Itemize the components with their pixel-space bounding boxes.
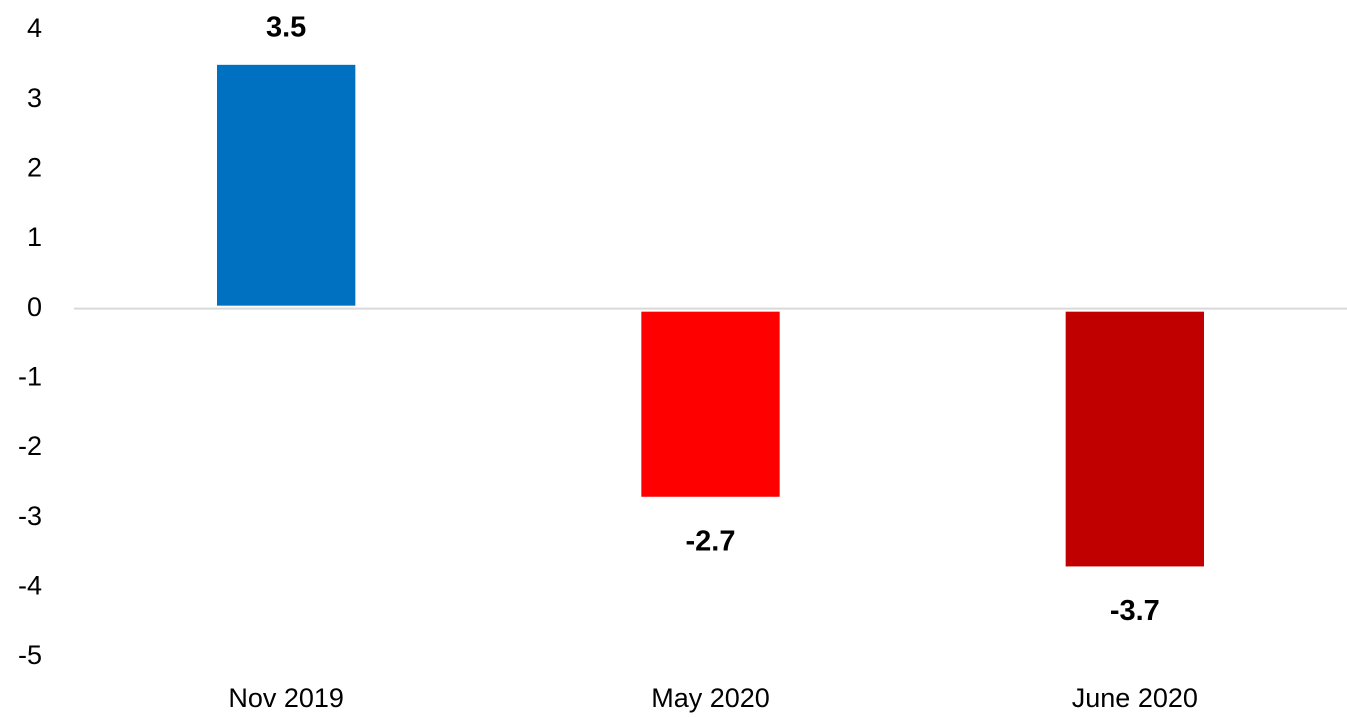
x-tick-label: May 2020 [651,683,770,713]
y-tick-label: 0 [27,292,42,322]
y-tick-label: 4 [27,13,42,43]
y-tick-label: -1 [18,361,42,391]
data-label: 3.5 [266,11,306,43]
y-tick-label: 3 [27,83,42,113]
x-tick-label: Nov 2019 [228,683,344,713]
data-label: -3.7 [1110,595,1160,627]
bar [1065,311,1204,567]
y-tick-label: -5 [18,640,42,670]
data-label: -2.7 [686,525,736,557]
x-tick-label: June 2020 [1072,683,1198,713]
y-tick-label: -2 [18,431,42,461]
y-tick-label: -4 [18,570,42,600]
bar [217,64,356,306]
bar [641,311,780,497]
y-tick-label: 2 [27,152,42,182]
y-tick-label: 1 [27,222,42,252]
y-tick-label: -3 [18,501,42,531]
